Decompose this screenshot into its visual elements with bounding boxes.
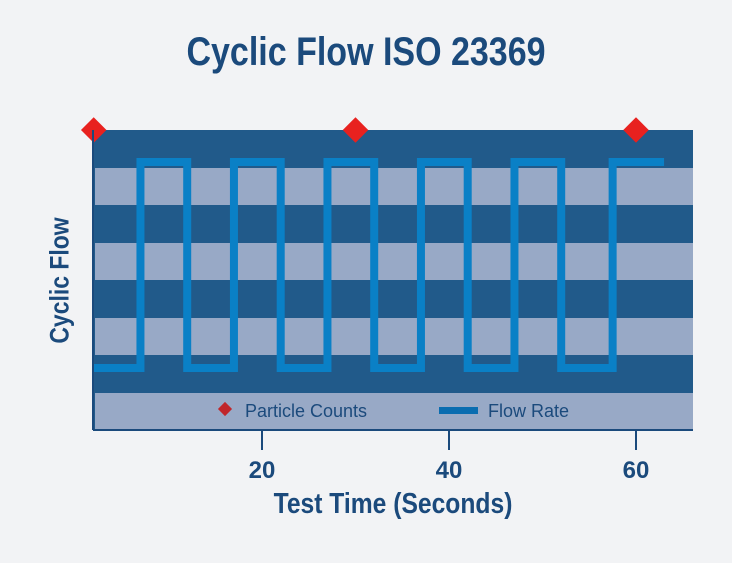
particle-count-marker xyxy=(342,117,369,143)
legend-particle-marker xyxy=(217,401,233,417)
x-tick-label: 20 xyxy=(249,457,276,484)
x-axis-label: Test Time (Seconds) xyxy=(273,488,513,520)
particle-count-marker xyxy=(623,117,649,143)
chart-title: Cyclic Flow ISO 23369 xyxy=(186,30,546,74)
flow-rate-line xyxy=(93,158,665,372)
legend: Particle Counts Flow Rate xyxy=(217,401,569,421)
stripe xyxy=(95,318,693,355)
x-tick-label: 60 xyxy=(623,457,650,484)
legend-band xyxy=(95,393,693,430)
legend-flow-swatch xyxy=(439,407,478,414)
stripe xyxy=(95,168,693,205)
legend-flow-label: Flow Rate xyxy=(488,401,569,421)
stripe xyxy=(95,243,693,280)
x-tick-label: 40 xyxy=(436,457,463,484)
legend-particle-label: Particle Counts xyxy=(245,401,367,421)
